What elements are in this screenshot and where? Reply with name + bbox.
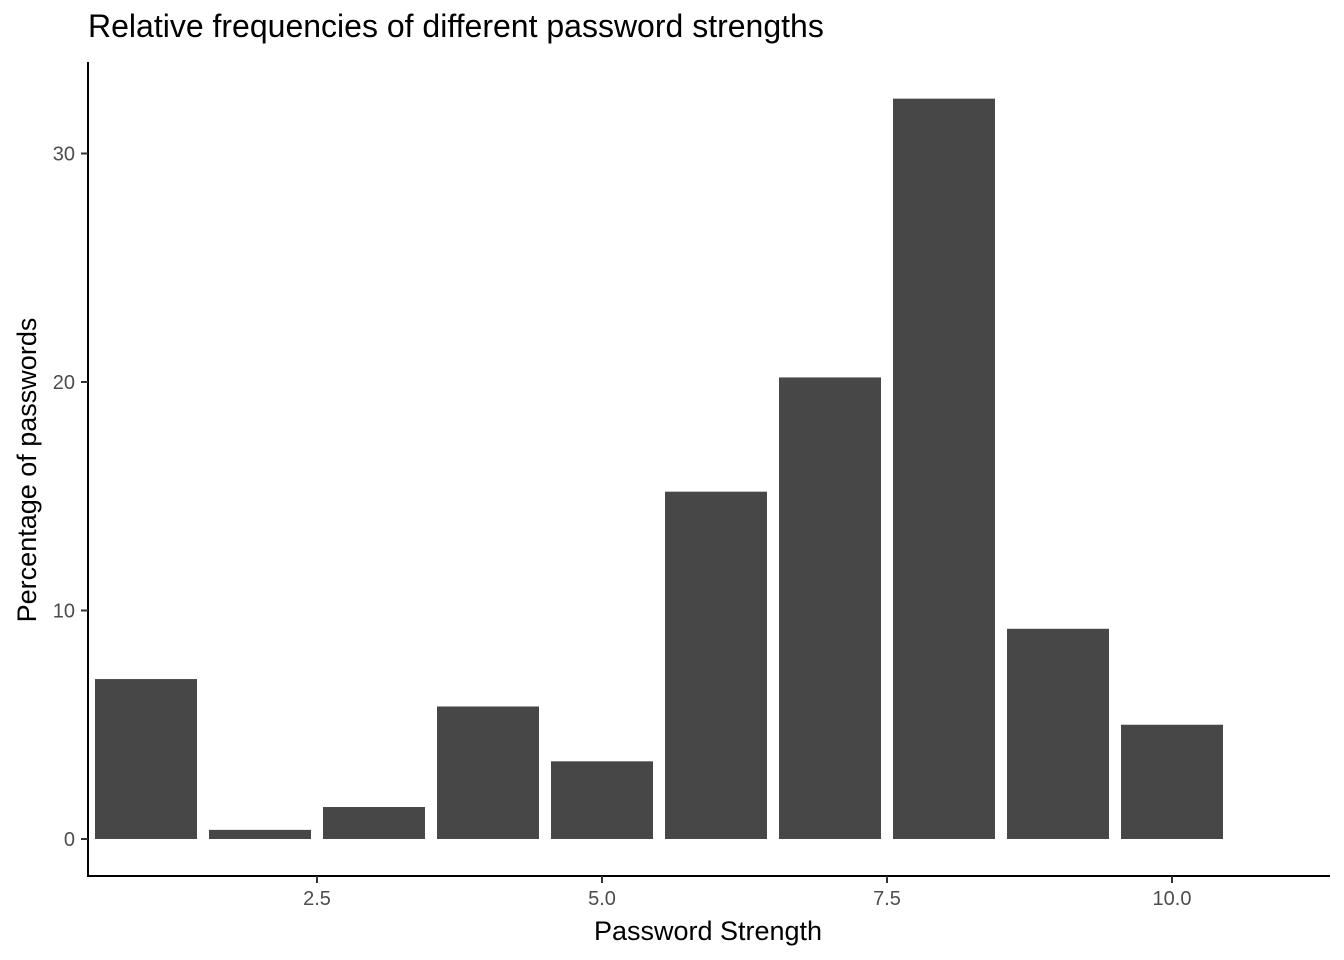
bar-1 — [95, 679, 197, 839]
bar-10 — [1121, 724, 1223, 839]
chart-title: Relative frequencies of different passwo… — [88, 8, 824, 44]
y-tick-label: 10 — [53, 601, 75, 623]
x-tick-label: 5.0 — [588, 888, 616, 910]
x-ticks-group: 2.5 5.0 7.5 10.0 — [303, 876, 1191, 910]
bar-4 — [437, 706, 539, 839]
y-ticks-group: 0 10 20 30 — [53, 144, 88, 851]
y-axis-title: Percentage of passwords — [12, 318, 42, 623]
bar-6 — [665, 491, 767, 839]
bar-5 — [551, 761, 653, 839]
bar-9 — [1007, 628, 1109, 839]
bar-3 — [323, 807, 425, 839]
y-tick-label: 30 — [53, 144, 75, 166]
x-axis-title: Password Strength — [594, 916, 822, 946]
bar-8 — [893, 98, 995, 839]
bar-7 — [779, 377, 881, 839]
bars-group — [95, 98, 1223, 839]
x-tick-label: 2.5 — [303, 888, 331, 910]
bar-2 — [209, 829, 311, 839]
x-tick-label: 10.0 — [1153, 888, 1192, 910]
y-tick-label: 0 — [64, 829, 75, 851]
x-tick-label: 7.5 — [873, 888, 901, 910]
y-tick-label: 20 — [53, 372, 75, 394]
